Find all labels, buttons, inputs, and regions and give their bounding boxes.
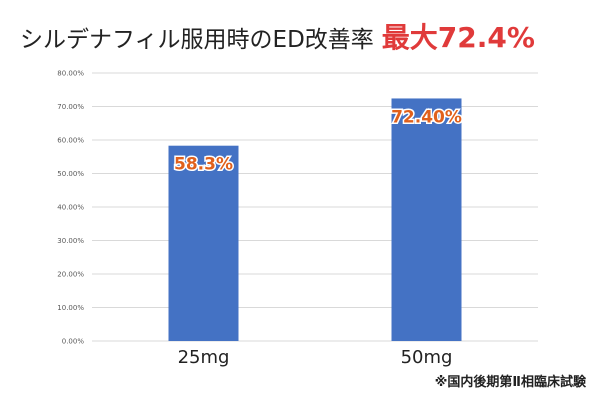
bar bbox=[168, 145, 239, 341]
y-tick-label: 50.00% bbox=[57, 170, 84, 178]
y-tick-label: 70.00% bbox=[57, 103, 84, 111]
data-label: 72.40% bbox=[391, 107, 462, 127]
y-tick-label: 10.00% bbox=[57, 304, 84, 312]
y-tick-label: 30.00% bbox=[57, 237, 84, 245]
x-tick-label: 50mg bbox=[401, 347, 453, 368]
y-tick-label: 40.00% bbox=[57, 204, 84, 212]
x-tick-label: 25mg bbox=[178, 347, 230, 368]
y-tick-label: 20.00% bbox=[57, 271, 84, 279]
y-tick-label: 0.00% bbox=[62, 338, 85, 346]
data-label: 58.3% bbox=[174, 155, 233, 175]
y-tick-label: 60.00% bbox=[57, 137, 84, 145]
chart-title-accent: 最大72.4% bbox=[381, 21, 535, 54]
chart-title: シルデナフィル服用時のED改善率 最大72.4% bbox=[20, 16, 535, 56]
y-tick-label: 80.00% bbox=[57, 70, 84, 78]
bar bbox=[391, 98, 462, 342]
footnote: ※国内後期第Ⅱ相臨床試験 bbox=[434, 375, 586, 390]
chart-title-main: シルデナフィル服用時のED改善率 bbox=[20, 27, 374, 53]
